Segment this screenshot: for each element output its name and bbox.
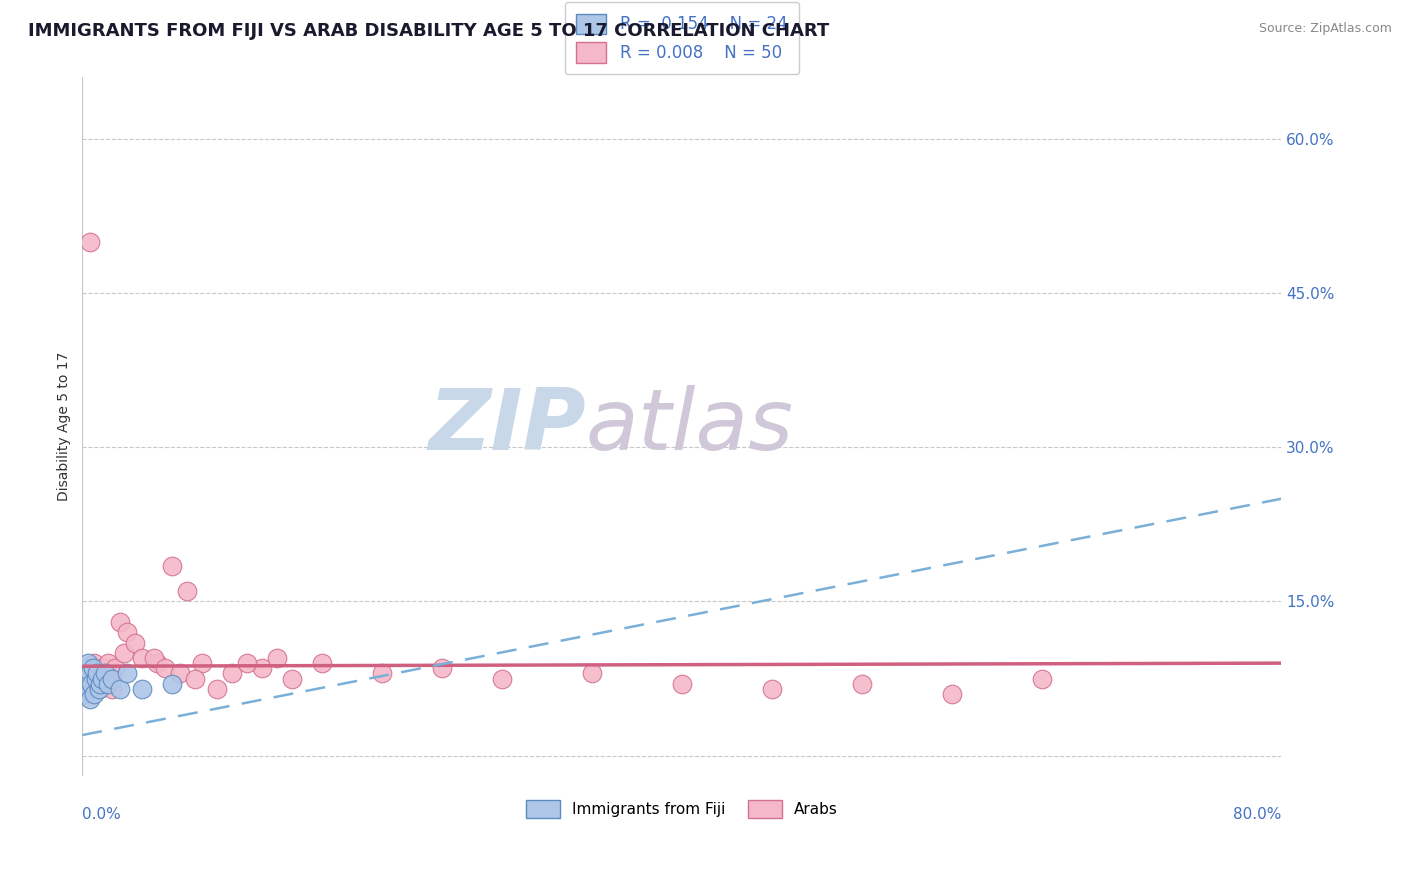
Point: [371, 666, 394, 681]
Point: [89, 672, 111, 686]
Point: [112, 646, 135, 660]
Point: [430, 661, 453, 675]
Point: [73, 687, 96, 701]
Point: [94, 666, 117, 681]
Point: [311, 656, 333, 670]
Point: [82, 672, 104, 686]
Point: [89, 676, 111, 690]
Point: [124, 635, 146, 649]
Point: [131, 651, 153, 665]
Point: [79, 692, 101, 706]
Point: [250, 661, 273, 675]
Point: [143, 651, 166, 665]
Point: [86, 666, 108, 681]
Point: [101, 672, 124, 686]
Point: [236, 656, 259, 670]
Point: [281, 672, 304, 686]
Point: [77, 672, 100, 686]
Point: [75, 672, 97, 686]
Point: [101, 681, 124, 696]
Point: [83, 656, 105, 670]
Text: 80.0%: 80.0%: [1233, 806, 1281, 822]
Point: [581, 666, 603, 681]
Text: 0.0%: 0.0%: [83, 806, 121, 822]
Point: [941, 687, 963, 701]
Point: [84, 676, 107, 690]
Point: [153, 661, 176, 675]
Point: [160, 676, 183, 690]
Point: [96, 661, 118, 675]
Point: [491, 672, 513, 686]
Point: [108, 681, 131, 696]
Point: [191, 656, 214, 670]
Point: [77, 656, 100, 670]
Point: [117, 625, 139, 640]
Point: [75, 676, 97, 690]
Point: [91, 676, 114, 690]
Point: [76, 661, 98, 675]
Legend: Immigrants from Fiji, Arabs: Immigrants from Fiji, Arabs: [520, 794, 844, 824]
Point: [97, 676, 120, 690]
Point: [671, 676, 693, 690]
Point: [97, 656, 120, 670]
Y-axis label: Disability Age 5 to 17: Disability Age 5 to 17: [58, 352, 72, 501]
Point: [80, 661, 103, 675]
Point: [84, 672, 107, 686]
Point: [73, 687, 96, 701]
Point: [131, 681, 153, 696]
Point: [221, 666, 243, 681]
Text: IMMIGRANTS FROM FIJI VS ARAB DISABILITY AGE 5 TO 17 CORRELATION CHART: IMMIGRANTS FROM FIJI VS ARAB DISABILITY …: [28, 22, 830, 40]
Point: [76, 666, 98, 681]
Text: ZIP: ZIP: [429, 385, 586, 468]
Text: atlas: atlas: [586, 385, 794, 468]
Point: [90, 672, 112, 686]
Text: Source: ZipAtlas.com: Source: ZipAtlas.com: [1258, 22, 1392, 36]
Point: [851, 676, 873, 690]
Point: [79, 666, 101, 681]
Point: [80, 681, 103, 696]
Point: [86, 666, 108, 681]
Point: [1031, 672, 1053, 686]
Point: [90, 661, 112, 675]
Point: [87, 681, 110, 696]
Point: [79, 235, 101, 249]
Point: [83, 687, 105, 701]
Point: [761, 681, 783, 696]
Point: [117, 666, 139, 681]
Point: [169, 666, 191, 681]
Point: [108, 615, 131, 629]
Point: [82, 661, 104, 675]
Point: [87, 681, 110, 696]
Point: [80, 676, 103, 690]
Point: [77, 676, 100, 690]
Point: [94, 666, 117, 681]
Point: [205, 681, 228, 696]
Point: [104, 661, 127, 675]
Point: [76, 681, 98, 696]
Point: [98, 672, 121, 686]
Point: [176, 584, 198, 599]
Point: [146, 656, 169, 670]
Point: [183, 672, 205, 686]
Point: [266, 651, 288, 665]
Point: [75, 666, 97, 681]
Point: [160, 558, 183, 573]
